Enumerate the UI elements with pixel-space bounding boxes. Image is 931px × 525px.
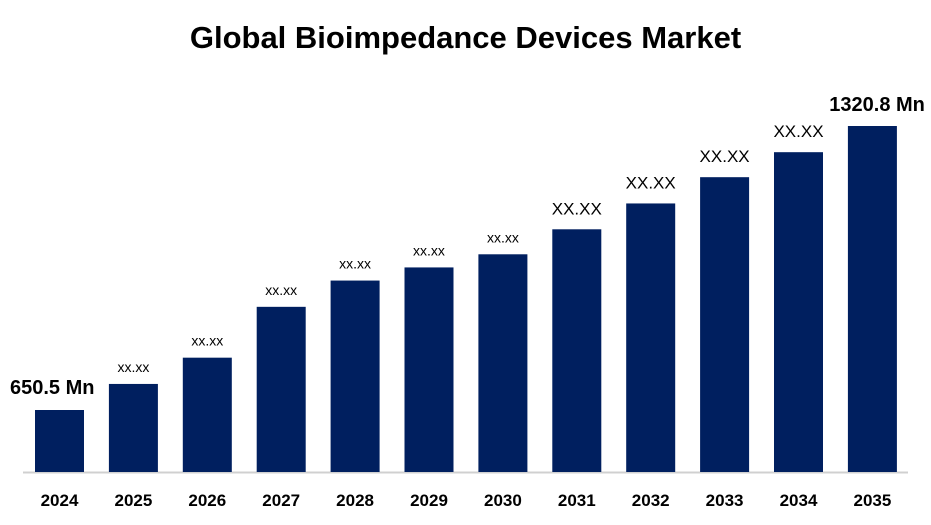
data-label-2035: 1320.8 Mn [829,94,925,116]
data-label-2025: xx.xx [117,359,149,375]
x-tick-label-2034: 2034 [780,491,818,510]
bar-2026 [182,357,232,472]
data-label-2027: xx.xx [265,282,297,298]
data-label-2032: XX.XX [626,173,676,192]
chart-title: Global Bioimpedance Devices Market [189,20,742,55]
bar-2029 [404,267,454,472]
data-label-2026: xx.xx [191,333,223,349]
data-label-2024: 650.5 Mn [10,377,94,399]
bar-2033 [700,177,750,472]
x-tick-label-2035: 2035 [853,491,891,510]
bar-2035 [847,126,897,472]
bar-2030 [478,254,528,472]
data-label-2033: XX.XX [700,147,750,166]
bar-2027 [256,306,306,472]
bar-2028 [330,280,380,472]
x-tick-label-2031: 2031 [558,491,596,510]
data-label-2029: xx.xx [413,242,445,258]
x-tick-label-2033: 2033 [706,491,744,510]
data-label-2034: XX.XX [773,122,823,141]
x-tick-label-2026: 2026 [188,491,226,510]
x-tick-label-2032: 2032 [632,491,670,510]
x-tick-label-2024: 2024 [41,491,79,510]
bar-2032 [626,203,676,473]
bar-2024 [35,410,84,472]
x-tick-label-2027: 2027 [262,491,300,510]
x-tick-label-2030: 2030 [484,491,522,510]
bar-2034 [774,152,823,473]
data-label-2030: xx.xx [487,229,519,245]
bar-2025 [108,383,158,472]
data-label-2028: xx.xx [339,256,371,272]
x-tick-label-2029: 2029 [410,491,448,510]
x-tick-label-2025: 2025 [114,491,152,510]
bar-2031 [552,229,602,472]
data-label-2031: XX.XX [552,199,602,218]
x-tick-label-2028: 2028 [336,491,374,510]
